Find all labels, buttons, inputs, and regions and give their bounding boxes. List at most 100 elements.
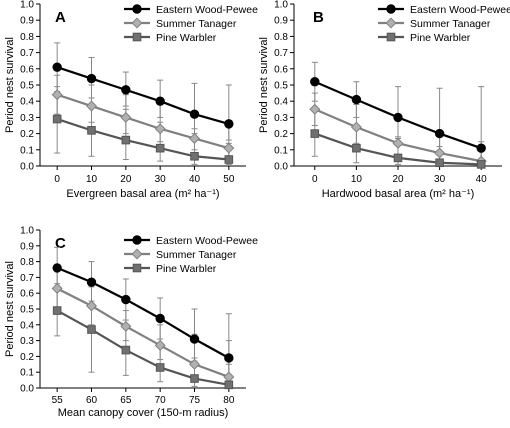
panel-c-pine-warbler-point: [87, 325, 96, 334]
panel-c-ytick-label: 0.6: [20, 289, 34, 300]
panel-b-summer-tanager-point: [434, 147, 446, 159]
panel-a-eastern-wood-pewee-point: [86, 73, 97, 84]
panel-a-pine-warbler-point: [190, 151, 199, 161]
panel-a-summer-tanager-point: [188, 132, 201, 144]
panel-c-ytick-label: 0.2: [20, 352, 34, 363]
panel-a-legend-pine-warbler-swatch-marker: [132, 32, 142, 42]
panel-c-eastern-wood-pewee-point: [86, 277, 97, 287]
panel-c-eastern-wood-pewee-line: [56, 266, 230, 359]
panel-b-ytick-label: 0.1: [274, 145, 288, 156]
panel-b-ytick-label: 0.8: [274, 32, 288, 43]
panel-b-ytick-label: 0.4: [274, 97, 288, 108]
panel-c-summer-tanager-point: [51, 282, 63, 294]
panel-b-xtick-label: 40: [476, 174, 488, 185]
panel-a-pine-warbler-point: [121, 135, 131, 145]
panel-a-pine-warbler-point: [155, 143, 165, 153]
panel-b-eastern-wood-pewee-point: [476, 143, 486, 153]
panel-c-legend-summer-tanager-label: Summer Tanager: [156, 249, 237, 261]
panel-c-legend-eastern-wood-pewee-swatch-marker: [132, 235, 142, 245]
panel-a-summer-tanager-point: [120, 111, 132, 123]
panel-b-pine-warbler-point: [352, 143, 361, 153]
panel-b-legend-summer-tanager-swatch-marker: [385, 17, 397, 29]
panel-a-pine-warbler-point: [52, 114, 62, 124]
panel-c-eastern-wood-pewee-point: [224, 353, 234, 363]
panel-a-pine-warbler-point: [87, 126, 96, 135]
panel-c-pine-warbler-line: [56, 309, 230, 386]
panel-a-letter: A: [55, 9, 66, 26]
panel-a-summer-tanager-line: [56, 93, 230, 150]
panel-b-ytick-label: 0.0: [274, 162, 288, 173]
panel-c-xtick-label: 60: [86, 395, 98, 406]
panel-c-legend-pine-warbler-label: Pine Warbler: [156, 263, 217, 275]
panel-a-summer-tanager-point: [223, 142, 235, 154]
panel-c-summer-tanager-line: [56, 287, 230, 378]
panel-b-xtick-label: 30: [434, 174, 446, 185]
panel-a-ytick-label: 0.4: [20, 97, 34, 108]
panel-c-legend-eastern-wood-pewee-label: Eastern Wood-Pewee: [156, 235, 258, 247]
panel-a-legend-eastern-wood-pewee-label: Eastern Wood-Pewee: [156, 4, 258, 16]
panel-a-x-axis-label: Evergreen basal area (m² ha⁻¹): [66, 188, 219, 200]
panel-b-legend-pine-warbler-swatch-marker: [386, 32, 396, 42]
panel-c-pine-warbler-point: [121, 345, 131, 355]
panel-a-eastern-wood-pewee-point: [121, 85, 131, 95]
panel-c-summer-tanager-point: [120, 320, 132, 332]
panel-c-letter: C: [55, 235, 66, 252]
panel-c-y-axis-label: Period nest survival: [4, 261, 16, 357]
panel-a-summer-tanager-point: [51, 89, 63, 101]
panel-a-ytick-label: 0.8: [20, 32, 34, 43]
panel-c-ytick-label: 0.4: [20, 320, 34, 331]
panel-a-xtick-label: 40: [189, 174, 201, 185]
panel-a-xtick-label: 10: [86, 174, 98, 185]
panel-c-eastern-wood-pewee-point: [189, 334, 200, 344]
panel-c-ytick-label: 0.0: [20, 384, 34, 395]
panel-b-ytick-label: 0.9: [274, 16, 288, 27]
panel-a-legend-summer-tanager-swatch-marker: [131, 17, 143, 29]
panel-a-eastern-wood-pewee-point: [224, 119, 234, 129]
panel-a-pine-warbler-line: [56, 117, 229, 161]
panel-c-pine-warbler-point: [224, 380, 234, 390]
panel-b-ytick-label: 0.3: [274, 113, 288, 124]
panel-c-pine-warbler-point: [52, 306, 62, 315]
panel-b-summer-tanager-point: [309, 103, 321, 115]
panel-c-eastern-wood-pewee-point: [155, 313, 165, 324]
panel-a-eastern-wood-pewee-point: [189, 109, 200, 119]
panel-b-pine-warbler-point: [310, 129, 320, 138]
panel-a-ytick-label: 0.1: [20, 145, 34, 156]
panel-b-eastern-wood-pewee-point: [393, 112, 403, 123]
panel-b-legend-pine-warbler-label: Pine Warbler: [410, 32, 471, 44]
panel-a-xtick-label: 0: [54, 174, 60, 185]
panel-c-ytick-label: 0.1: [20, 368, 34, 379]
panel-b-pine-warbler-point: [393, 153, 403, 163]
panel-a-ytick-label: 0.3: [20, 113, 34, 124]
panel-c-summer-tanager-point: [85, 300, 98, 312]
panel-c-ytick-label: 0.9: [20, 241, 34, 252]
panel-c-legend-summer-tanager-swatch-marker: [131, 248, 143, 260]
panel-c-pine-warbler-point: [155, 363, 165, 372]
panel-c-xtick-label: 70: [155, 395, 167, 406]
panel-a-xtick-label: 50: [223, 174, 235, 185]
panel-b-ytick-label: 1.0: [274, 0, 288, 11]
panel-c-summer-tanager-point: [188, 358, 201, 370]
panel-b-eastern-wood-pewee-point: [351, 94, 362, 105]
panel-c-xtick-label: 75: [189, 395, 201, 406]
panel-b-x-axis-label: Hardwood basal area (m² ha⁻¹): [322, 188, 475, 200]
panel-b-xtick-label: 10: [351, 174, 363, 185]
panel-c-xtick-label: 65: [120, 395, 132, 406]
panel-a-pine-warbler-point: [224, 155, 234, 164]
panel-a-eastern-wood-pewee-point: [52, 62, 62, 72]
panel-b-xtick-label: 20: [392, 174, 404, 185]
panel-b-legend-eastern-wood-pewee-swatch-marker: [386, 4, 396, 14]
panel-a-xtick-label: 30: [155, 174, 167, 185]
panel-a-legend-summer-tanager-label: Summer Tanager: [156, 18, 237, 30]
panel-c-ytick-label: 1.0: [20, 226, 34, 237]
panel-c-summer-tanager-point: [223, 371, 235, 383]
panel-a-xtick-label: 20: [120, 174, 132, 185]
panel-c-pine-warbler-point: [190, 374, 199, 383]
panel-b-summer-tanager-point: [350, 121, 362, 133]
panel-a-ytick-label: 0.9: [20, 16, 34, 27]
panel-c-ytick-label: 0.8: [20, 257, 34, 268]
panel-a-y-axis-label: Period nest survival: [4, 37, 16, 133]
panel-b-letter: B: [313, 9, 324, 26]
